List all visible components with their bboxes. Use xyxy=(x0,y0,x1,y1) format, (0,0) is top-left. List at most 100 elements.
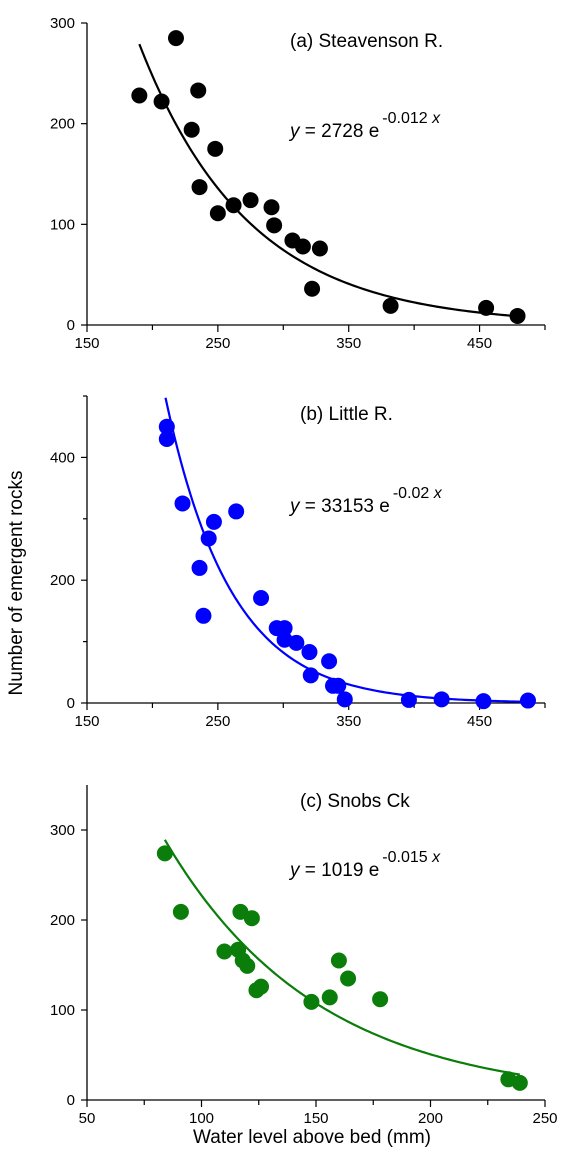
y-tick-label-a: 200 xyxy=(50,116,75,133)
y-tick-label-c: 300 xyxy=(50,822,75,839)
x-tick-label-a: 150 xyxy=(74,335,99,352)
data-point-b xyxy=(174,495,191,512)
data-point-c xyxy=(156,845,173,862)
fit-curve-c xyxy=(163,839,520,1076)
data-point-c xyxy=(303,993,320,1010)
data-point-a xyxy=(153,93,170,110)
fit-curve-b xyxy=(164,397,532,703)
data-point-b xyxy=(288,634,305,651)
panel-title-b: (b) Little R. xyxy=(300,404,393,425)
data-point-a xyxy=(183,121,200,138)
data-point-a xyxy=(191,179,208,196)
data-point-c xyxy=(372,991,389,1008)
fit-curve-a xyxy=(138,43,519,318)
x-tick-label-c: 50 xyxy=(79,1110,96,1127)
equation-body: = 2728 e xyxy=(300,121,380,142)
data-point-b xyxy=(433,691,450,708)
data-point-a xyxy=(225,197,242,214)
x-tick-label-c: 150 xyxy=(303,1110,328,1127)
data-point-a xyxy=(509,307,526,324)
x-tick-label-a: 250 xyxy=(205,335,230,352)
x-tick-label-c: 250 xyxy=(532,1110,557,1127)
x-tick-label-b: 250 xyxy=(205,713,230,730)
y-tick-label-a: 300 xyxy=(50,15,75,32)
data-point-c xyxy=(321,989,338,1006)
equation-exponent: -0.012 xyxy=(382,110,432,127)
data-point-b xyxy=(253,590,270,607)
data-point-a xyxy=(304,280,321,297)
y-axis-title: Number of emergent rocks xyxy=(6,471,27,696)
equation-y-var: y xyxy=(288,121,301,142)
data-point-b xyxy=(228,503,245,520)
data-point-b xyxy=(195,607,212,624)
panel-a: 0 100 200 300 150 250 350 450 (a) Steavenson R. y… xyxy=(50,15,546,352)
equation-y-var: y xyxy=(288,860,301,881)
data-point-b xyxy=(191,559,208,576)
data-point-a xyxy=(242,192,259,209)
data-point-b xyxy=(336,691,353,708)
y-tick-label-b: 200 xyxy=(50,572,75,589)
data-point-b xyxy=(400,691,417,708)
data-point-c xyxy=(330,952,347,969)
data-point-c xyxy=(243,910,260,927)
equation-body: = 33153 e xyxy=(300,496,390,517)
panel-c: 0 100 200 300 50 100 150 200 250 (c) Snobs Ck y = … xyxy=(50,785,558,1127)
data-point-b xyxy=(301,644,318,661)
x-tick-label-b: 150 xyxy=(74,713,99,730)
data-point-c xyxy=(340,970,357,987)
y-tick-label-c: 0 xyxy=(67,1092,75,1109)
data-point-c xyxy=(511,1074,528,1091)
equation-b: y = 33153 e-0.02 x xyxy=(288,485,443,517)
data-point-b xyxy=(200,530,217,547)
data-point-c xyxy=(253,978,270,995)
data-point-a xyxy=(207,140,224,157)
data-point-b xyxy=(276,620,293,637)
data-point-c xyxy=(239,957,256,974)
data-point-a xyxy=(209,205,226,222)
x-tick-label-b: 450 xyxy=(467,713,492,730)
panel-title-a: (a) Steavenson R. xyxy=(290,31,443,52)
data-point-b xyxy=(330,677,347,694)
data-point-a xyxy=(190,82,207,99)
panel-b: 0 200 400 150 250 350 450 (b) Little R. y = 3315… xyxy=(50,395,546,730)
data-point-a xyxy=(167,30,184,47)
x-tick-label-b: 350 xyxy=(336,713,361,730)
data-point-a xyxy=(131,87,148,104)
y-tick-label-b: 400 xyxy=(50,449,75,466)
data-point-b xyxy=(321,653,338,670)
equation-y-var: y xyxy=(288,496,301,517)
equation-exponent: -0.02 xyxy=(393,485,434,502)
data-point-a xyxy=(294,238,311,255)
data-point-b xyxy=(158,418,175,435)
y-tick-label-b: 0 xyxy=(67,695,75,712)
equation-x-var: x xyxy=(433,485,443,502)
y-tick-label-a: 0 xyxy=(67,317,75,334)
y-tick-label-a: 100 xyxy=(50,216,75,233)
data-point-a xyxy=(382,297,399,314)
x-axis-title: Water level above bed (mm) xyxy=(193,1127,431,1148)
data-point-a xyxy=(266,217,283,234)
panel-title-c: (c) Snobs Ck xyxy=(300,791,410,812)
equation-body: = 1019 e xyxy=(300,860,380,881)
equation-x-var: x xyxy=(431,849,441,866)
data-point-b xyxy=(302,667,319,684)
x-tick-label-a: 450 xyxy=(467,335,492,352)
y-tick-label-c: 100 xyxy=(50,1002,75,1019)
data-point-a xyxy=(478,299,495,316)
equation-c: y = 1019 e-0.015 x xyxy=(288,849,441,881)
data-point-a xyxy=(263,199,280,216)
data-point-c xyxy=(216,943,233,960)
data-point-b xyxy=(519,692,536,709)
equation-a: y = 2728 e-0.012 x xyxy=(288,110,441,142)
equation-x-var: x xyxy=(431,110,441,127)
data-point-c xyxy=(172,903,189,920)
data-point-a xyxy=(311,240,328,257)
equation-exponent: -0.015 xyxy=(382,849,432,866)
data-point-b xyxy=(475,693,492,710)
y-tick-label-c: 200 xyxy=(50,912,75,929)
x-tick-label-a: 350 xyxy=(336,335,361,352)
x-tick-label-c: 100 xyxy=(189,1110,214,1127)
x-tick-label-c: 200 xyxy=(418,1110,443,1127)
data-point-b xyxy=(205,513,222,530)
